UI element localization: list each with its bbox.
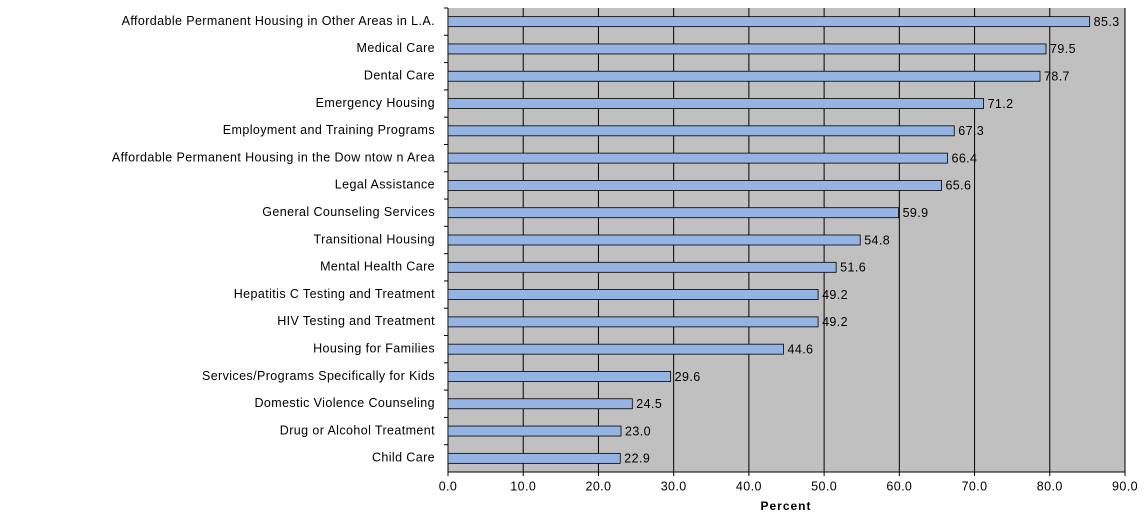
value-label: 66.4 [951, 151, 977, 165]
y-tick-label: Mental Health Care [320, 260, 435, 274]
value-label: 23.0 [625, 424, 651, 438]
value-label: 79.5 [1050, 42, 1076, 56]
y-tick-label: Housing for Families [313, 341, 435, 355]
x-tick-label: 30.0 [661, 479, 687, 493]
bar [447, 452, 621, 464]
bar [447, 207, 899, 219]
y-tick-label: Dental Care [364, 69, 435, 83]
x-tick-label: 0.0 [439, 479, 458, 493]
y-tick-label: General Counseling Services [262, 205, 435, 219]
x-tick-label: 50.0 [811, 479, 837, 493]
value-label: 44.6 [787, 342, 813, 356]
bar [447, 289, 819, 300]
y-tick-label: Hepatitis C Testing and Treatment [234, 287, 435, 301]
value-label: 65.6 [945, 179, 971, 193]
x-tick-label: 60.0 [886, 479, 912, 493]
y-tick-label: Affordable Permanent Housing in the Dow … [112, 150, 435, 164]
bar [447, 125, 955, 137]
y-tick-label: Services/Programs Specifically for Kids [202, 369, 435, 383]
value-label: 49.2 [822, 315, 848, 329]
bar [447, 234, 861, 246]
value-label: 54.8 [864, 233, 890, 247]
value-label: 49.2 [822, 288, 848, 302]
y-tick-label: Emergency Housing [316, 96, 435, 110]
bar [447, 98, 984, 109]
value-label: 22.9 [624, 452, 650, 466]
value-label: 59.9 [903, 206, 929, 220]
y-tick-label: Child Care [372, 451, 435, 465]
x-axis-label: Percent [760, 499, 811, 513]
y-tick-label: Transitional Housing [314, 232, 435, 246]
bar [447, 43, 1047, 55]
value-label: 85.3 [1094, 15, 1120, 29]
bar [447, 425, 622, 437]
x-tick-label: 10.0 [510, 479, 536, 493]
y-tick-label: Affordable Permanent Housing in Other Ar… [122, 14, 435, 28]
bar [447, 398, 633, 410]
bar [447, 343, 784, 355]
x-tick-label: 90.0 [1112, 479, 1138, 493]
value-label: 71.2 [988, 97, 1014, 111]
value-label: 67.3 [958, 124, 984, 138]
x-tick-label: 20.0 [585, 479, 611, 493]
bar [447, 70, 1041, 82]
value-label: 24.5 [636, 397, 662, 411]
bar [447, 371, 672, 382]
y-tick-label: Domestic Violence Counseling [254, 396, 435, 410]
x-tick-label: 70.0 [962, 479, 988, 493]
x-tick-label: 40.0 [736, 479, 762, 493]
x-tick-label: 80.0 [1037, 479, 1063, 493]
y-tick-label: Employment and Training Programs [223, 123, 435, 137]
bar [447, 180, 942, 191]
bar [447, 316, 819, 328]
bar [447, 261, 837, 273]
bar [447, 16, 1091, 28]
value-label: 78.7 [1044, 70, 1070, 84]
value-label: 51.6 [840, 261, 866, 275]
y-tick-label: HIV Testing and Treatment [277, 314, 435, 328]
bar [447, 152, 948, 164]
y-tick-label: Medical Care [357, 41, 435, 55]
y-tick-label: Drug or Alcohol Treatment [280, 423, 435, 437]
y-tick-label: Legal Assistance [335, 178, 435, 192]
value-label: 29.6 [675, 370, 701, 384]
